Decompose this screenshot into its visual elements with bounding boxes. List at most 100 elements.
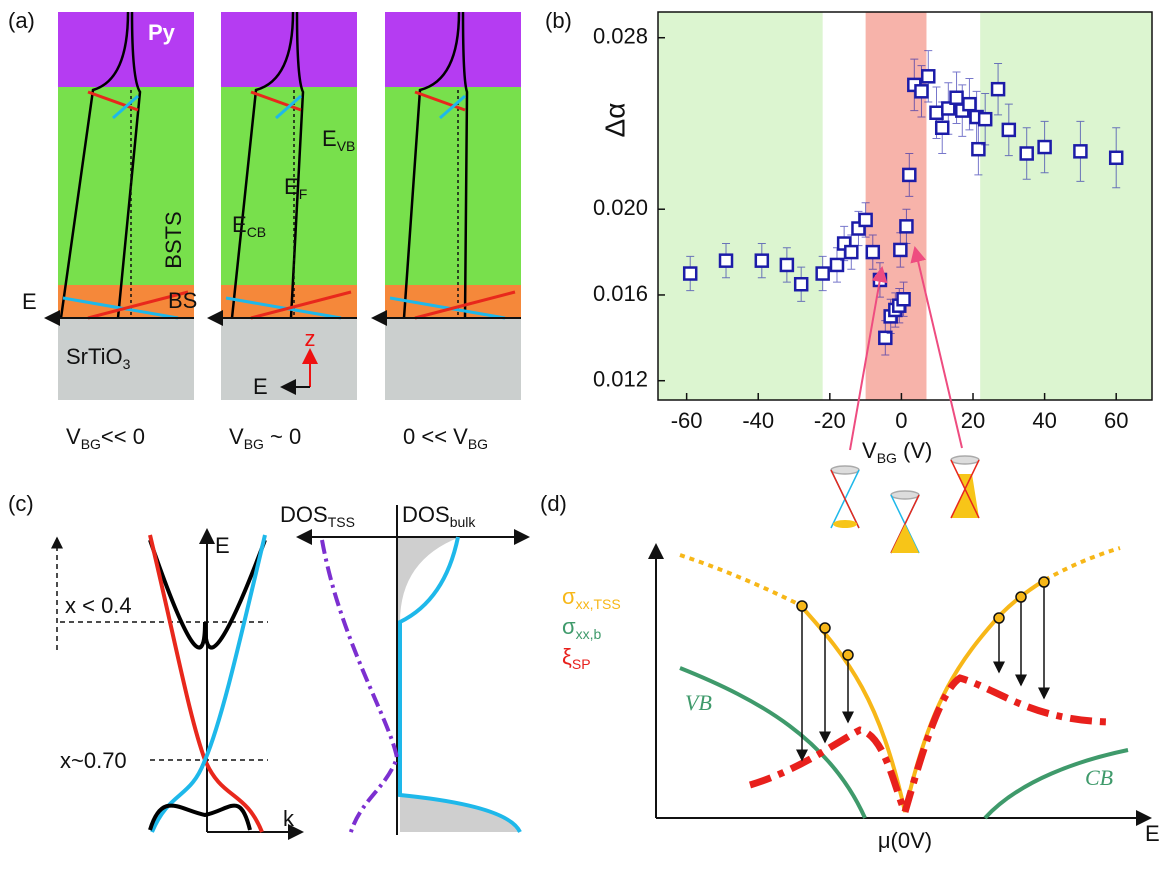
panel-d	[648, 543, 1152, 826]
marker	[779, 257, 795, 273]
text: E	[322, 126, 337, 151]
region	[980, 12, 1152, 400]
label: (c)	[8, 491, 34, 516]
subscript: BG	[877, 450, 897, 466]
band-edge	[59, 11, 130, 319]
text: σ	[562, 614, 576, 639]
subscript: BG	[468, 436, 488, 452]
x-tick-label: 60	[1104, 408, 1128, 433]
marker	[815, 266, 830, 281]
text: 0 << V	[403, 424, 468, 449]
label: 0 << VBG	[403, 424, 488, 452]
layer	[385, 87, 521, 285]
text: DOS	[280, 502, 328, 527]
marker	[990, 81, 1006, 97]
x-tick-label: -60	[671, 408, 703, 433]
text: σ	[562, 584, 576, 609]
band-edge	[461, 11, 469, 319]
label: (d)	[540, 491, 567, 516]
marker	[929, 105, 944, 121]
marker	[718, 253, 734, 268]
subscript: VB	[337, 138, 356, 154]
subscript: xx,TSS	[576, 596, 621, 612]
label: σxx,TSS	[562, 584, 621, 612]
surface-state	[225, 296, 342, 320]
label: E	[253, 374, 268, 399]
marker	[971, 141, 986, 157]
layer	[58, 318, 194, 400]
subscript: bulk	[450, 514, 477, 530]
marker	[949, 90, 964, 105]
subscript: SP	[572, 656, 591, 672]
label: μ(0V)	[878, 828, 932, 853]
marker	[878, 330, 893, 346]
surface-state	[439, 94, 466, 120]
marker	[1108, 150, 1124, 166]
y-tick-label: 0.028	[593, 24, 648, 49]
label: Py	[148, 20, 176, 45]
surface-state	[414, 90, 466, 112]
label: SrTiO3	[66, 344, 131, 372]
band-edge	[402, 11, 461, 319]
x-tick-label: 20	[961, 408, 985, 433]
x-tick-label: 0	[895, 408, 907, 433]
text: SrTiO	[66, 344, 123, 369]
band-edge	[289, 11, 305, 319]
label: E	[215, 533, 230, 558]
plot-frame	[657, 11, 1153, 401]
marker	[754, 253, 770, 268]
y-tick-label: 0.016	[593, 281, 648, 306]
y-tick-label: 0.020	[593, 195, 648, 220]
panel-a	[44, 11, 521, 400]
surface-state	[250, 290, 352, 320]
panel-b: 0.012 0.016 0.020 0.028 -60 -40 -20 0 20 40 60	[593, 11, 1153, 433]
panel-c	[51, 505, 530, 840]
label: VBG<< 0	[66, 424, 145, 452]
subscript: CB	[247, 224, 266, 240]
subscript: 3	[123, 356, 131, 372]
subscript: xx,b	[576, 626, 602, 642]
layer	[385, 12, 521, 87]
marker	[858, 212, 873, 228]
label: VBG (V)	[862, 438, 932, 466]
label: x~0.70	[60, 748, 127, 773]
layer	[221, 87, 357, 285]
marker	[914, 84, 929, 99]
region	[658, 12, 823, 400]
surface-state	[414, 290, 516, 320]
subscript: BG	[244, 436, 264, 452]
label: DOSbulk	[402, 502, 476, 530]
band-edge	[116, 11, 142, 319]
surface-state	[275, 94, 302, 120]
text: V	[862, 438, 877, 463]
marker	[934, 120, 950, 136]
text: (V)	[897, 438, 932, 463]
layer	[385, 318, 521, 400]
marker	[921, 69, 936, 84]
surface-state	[250, 90, 302, 112]
region	[865, 12, 927, 400]
subscript: F	[299, 186, 308, 202]
marker	[1073, 144, 1088, 159]
marker	[829, 257, 845, 273]
label: E	[22, 289, 37, 314]
label: ECB	[232, 212, 266, 240]
marker	[1037, 139, 1052, 155]
text: E	[284, 174, 299, 199]
marker	[941, 101, 956, 116]
marker	[893, 242, 908, 258]
dirac-cones	[830, 246, 980, 554]
x-tick-label: -40	[742, 408, 774, 433]
text: DOS	[402, 502, 450, 527]
marker	[1001, 122, 1017, 138]
surface-state	[112, 94, 139, 120]
surface-state	[87, 290, 189, 320]
marker	[962, 96, 977, 112]
label: σxx,b	[562, 614, 601, 642]
surface-state	[87, 90, 139, 112]
text: V	[229, 424, 244, 449]
marker	[682, 266, 698, 281]
label: EVB	[322, 126, 355, 154]
x-tick-label: 40	[1032, 408, 1056, 433]
